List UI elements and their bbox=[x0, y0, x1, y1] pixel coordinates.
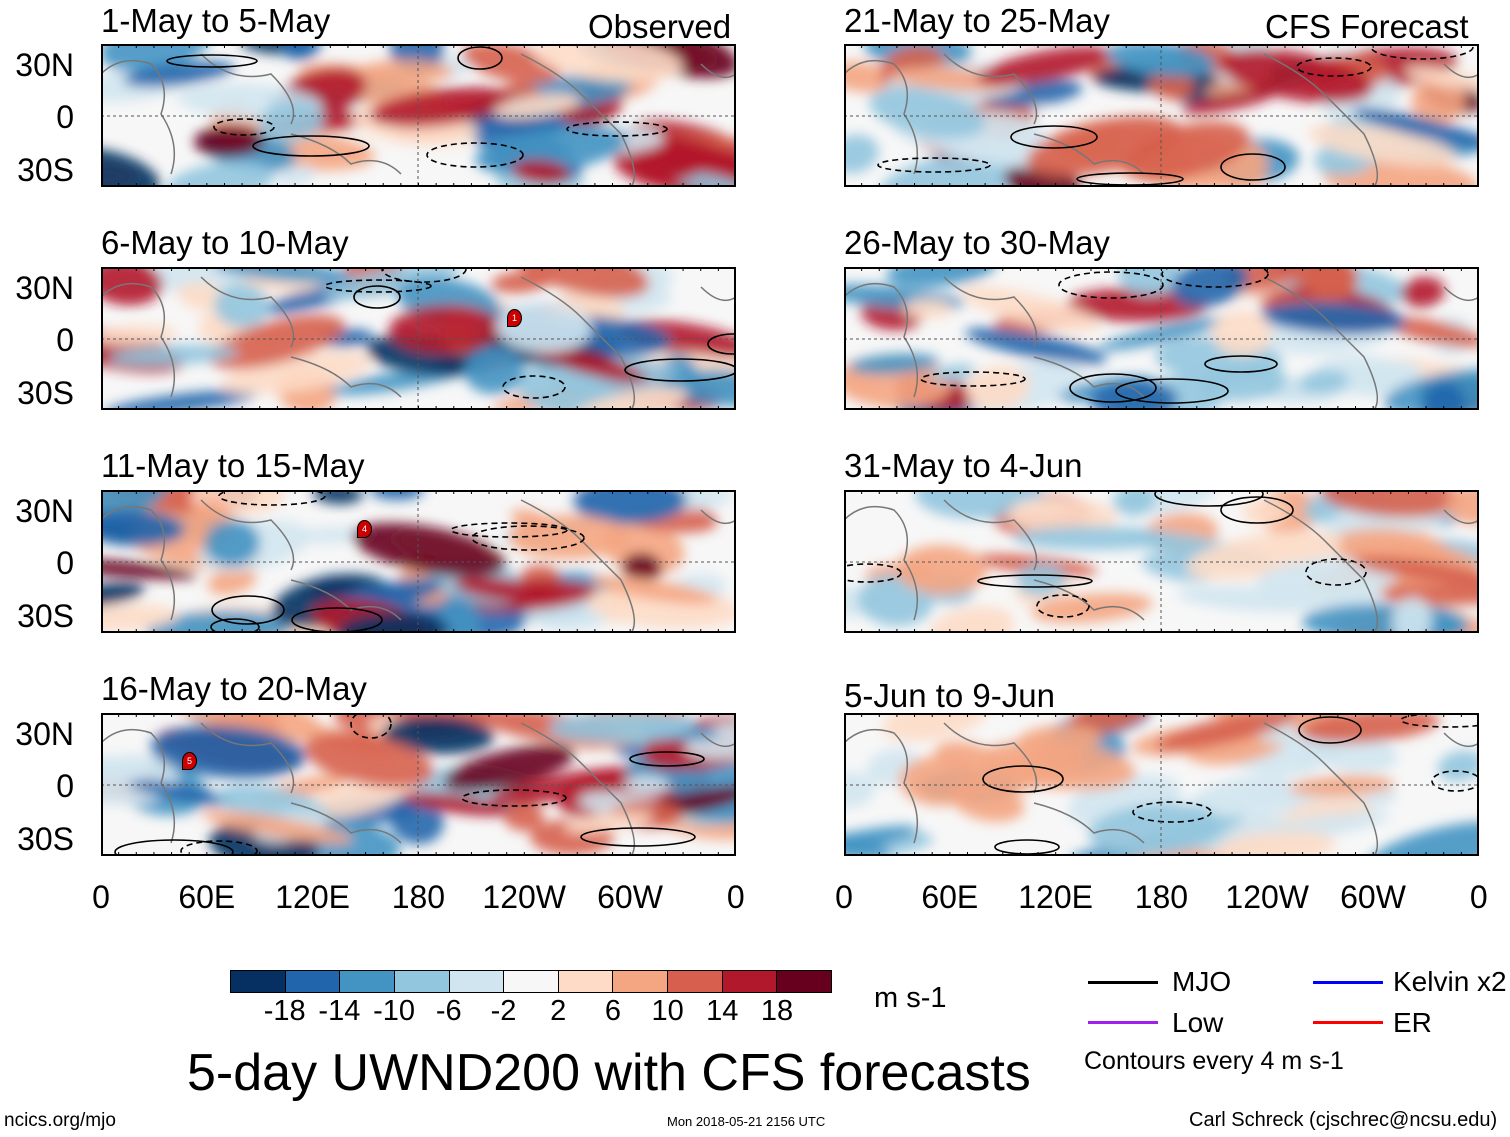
lon-label: 0 bbox=[92, 879, 110, 915]
observed-label: Observed bbox=[588, 8, 732, 45]
colorbar-swatch bbox=[449, 971, 505, 992]
colorbar-swatch bbox=[285, 971, 341, 992]
panel-title-5: 21-May to 25-May bbox=[844, 2, 1110, 39]
colorbar-tick-label: -14 bbox=[318, 995, 361, 1027]
footer-site-link[interactable]: ncics.org/mjo bbox=[4, 1110, 116, 1131]
panel-title-1: 1-May to 5-May bbox=[101, 2, 331, 39]
colorbar-tick-label: -10 bbox=[373, 995, 416, 1027]
lon-label: 120E bbox=[1018, 879, 1093, 915]
storm-marker: 5 bbox=[182, 752, 197, 770]
legend-low-line bbox=[1088, 1021, 1158, 1024]
lat-label: 0 bbox=[56, 322, 74, 358]
colorbar-tick-label: -6 bbox=[435, 995, 462, 1027]
lat-label: 30N bbox=[15, 493, 74, 529]
lon-label: 0 bbox=[835, 879, 853, 915]
colorbar-swatch bbox=[504, 971, 559, 992]
map-panel-fcst-3 bbox=[844, 490, 1479, 633]
colorbar-swatch bbox=[613, 971, 669, 992]
lat-label: 30S bbox=[17, 375, 74, 411]
lon-label: 60E bbox=[921, 879, 979, 915]
panel-title-6: 26-May to 30-May bbox=[844, 224, 1110, 261]
lon-label: 60E bbox=[178, 879, 236, 915]
map-panel-obs-1 bbox=[101, 44, 736, 187]
lon-label: 0 bbox=[726, 879, 745, 915]
lat-label: 0 bbox=[56, 545, 74, 581]
colorbar-swatch bbox=[558, 971, 614, 992]
lon-label: 0 bbox=[1469, 879, 1488, 915]
colorbar-tick-label: 6 bbox=[604, 995, 621, 1027]
colorbar-tick-label: 14 bbox=[706, 995, 739, 1027]
legend-er-label: ER bbox=[1393, 1007, 1432, 1038]
panel-title-3: 11-May to 15-May bbox=[101, 447, 365, 484]
panel-title-4: 16-May to 20-May bbox=[101, 670, 367, 707]
panel-title-2: 6-May to 10-May bbox=[101, 224, 349, 261]
footer-author: Carl Schreck (cjschrec@ncsu.edu) bbox=[1189, 1109, 1498, 1131]
lat-label: 30N bbox=[15, 716, 74, 752]
colorbar-swatch bbox=[231, 971, 286, 992]
colorbar-tick-label: 18 bbox=[760, 995, 794, 1027]
colorbar-swatch bbox=[777, 971, 832, 992]
legend-mjo-line bbox=[1088, 981, 1158, 984]
legend-kelvin-line bbox=[1313, 981, 1383, 984]
legend-kelvin-label: Kelvin x2 bbox=[1393, 966, 1507, 997]
lon-label: 180 bbox=[1134, 879, 1189, 915]
lat-label: 30N bbox=[15, 270, 74, 306]
lon-label: 120W bbox=[482, 879, 566, 915]
lat-label: 30S bbox=[17, 152, 74, 188]
map-panel-obs-2 bbox=[101, 267, 736, 410]
figure-title: 5-day UWND200 with CFS forecasts bbox=[187, 1044, 1031, 1102]
lat-label: 30N bbox=[15, 47, 74, 83]
legend-low-label: Low bbox=[1172, 1007, 1224, 1038]
lon-label: 60W bbox=[1340, 879, 1406, 915]
lon-label: 180 bbox=[391, 879, 446, 915]
footer-timestamp: Mon 2018-05-21 2156 UTC bbox=[667, 1114, 826, 1129]
legend-mjo-label: MJO bbox=[1172, 966, 1232, 997]
map-panel-fcst-1 bbox=[844, 44, 1479, 187]
map-panel-fcst-2 bbox=[844, 267, 1479, 410]
colorbar-swatch bbox=[340, 971, 395, 992]
panel-title-7: 31-May to 4-Jun bbox=[844, 447, 1083, 484]
storm-marker: 4 bbox=[357, 520, 372, 538]
map-panel-obs-3 bbox=[101, 490, 736, 633]
contour-note: Contours every 4 m s-1 bbox=[1084, 1047, 1344, 1075]
colorbar-tick-label: -18 bbox=[263, 995, 306, 1027]
colorbar-tick-label: 2 bbox=[550, 995, 567, 1027]
lon-label: 60W bbox=[597, 879, 663, 915]
colorbar-swatch bbox=[394, 971, 450, 992]
panel-title-8: 5-Jun to 9-Jun bbox=[844, 677, 1055, 714]
storm-marker: 1 bbox=[507, 309, 522, 327]
colorbar-tick-label: -2 bbox=[490, 995, 517, 1027]
lat-label: 0 bbox=[56, 768, 74, 804]
cfs-forecast-label: CFS Forecast bbox=[1265, 8, 1469, 45]
lon-label: 120E bbox=[275, 879, 350, 915]
colorbar-swatch bbox=[668, 971, 723, 992]
colorbar-swatch bbox=[722, 971, 778, 992]
map-panel-obs-4 bbox=[101, 713, 736, 856]
lat-label: 0 bbox=[56, 99, 74, 135]
lon-label: 120W bbox=[1225, 879, 1309, 915]
colorbar bbox=[230, 970, 832, 993]
lat-label: 30S bbox=[17, 598, 74, 634]
lat-label: 30S bbox=[17, 821, 74, 857]
colorbar-units: m s-1 bbox=[874, 982, 947, 1014]
legend-er-line bbox=[1313, 1021, 1383, 1024]
colorbar-tick-label: 10 bbox=[651, 995, 684, 1027]
map-panel-fcst-4 bbox=[844, 713, 1479, 856]
